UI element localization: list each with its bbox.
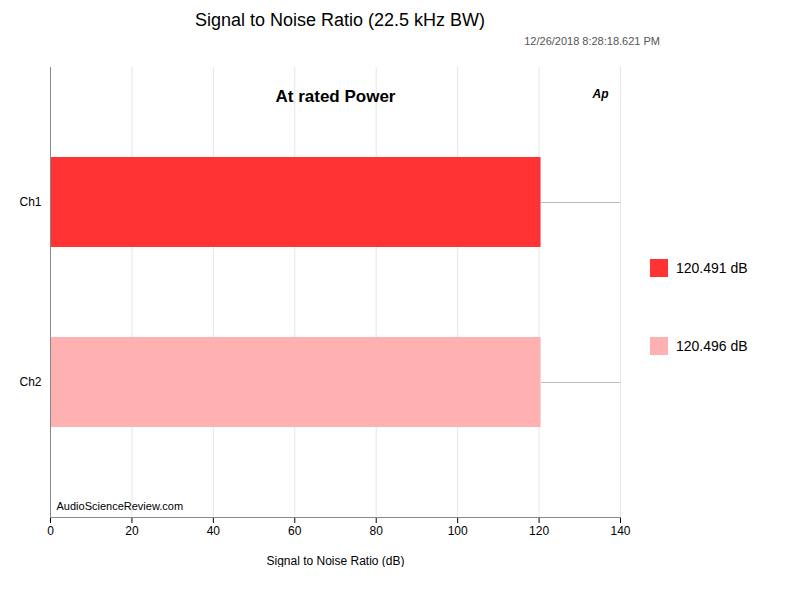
svg-text:100: 100	[448, 524, 468, 538]
svg-text:0: 0	[47, 524, 54, 538]
html-text:120.491 dB: 120.491 dB	[676, 260, 748, 276]
svg-text:120: 120	[529, 524, 549, 538]
svg-text:40: 40	[207, 524, 221, 538]
svg-text:20: 20	[125, 524, 139, 538]
svg-text:60: 60	[288, 524, 302, 538]
svg-text:140: 140	[610, 524, 630, 538]
svg-text:Ap: Ap	[592, 87, 609, 101]
html-text:120.496 dB: 120.496 dB	[676, 338, 748, 354]
html-text:Signal to Noise Ratio (22.5 kH: Signal to Noise Ratio (22.5 kHz BW)	[194, 10, 485, 30]
html-text:12/26/2018 8:28:18.621 PM: 12/26/2018 8:28:18.621 PM	[524, 35, 660, 47]
svg-text:AudioScienceReview.com: AudioScienceReview.com	[57, 500, 184, 512]
svg-text:At rated Power: At rated Power	[276, 87, 396, 106]
svg-text:80: 80	[370, 524, 384, 538]
svg-text:Signal to Noise Ratio (dB): Signal to Noise Ratio (dB)	[266, 554, 404, 568]
svg-text:Ch2: Ch2	[19, 375, 41, 389]
svg-text:Ch1: Ch1	[19, 195, 41, 209]
